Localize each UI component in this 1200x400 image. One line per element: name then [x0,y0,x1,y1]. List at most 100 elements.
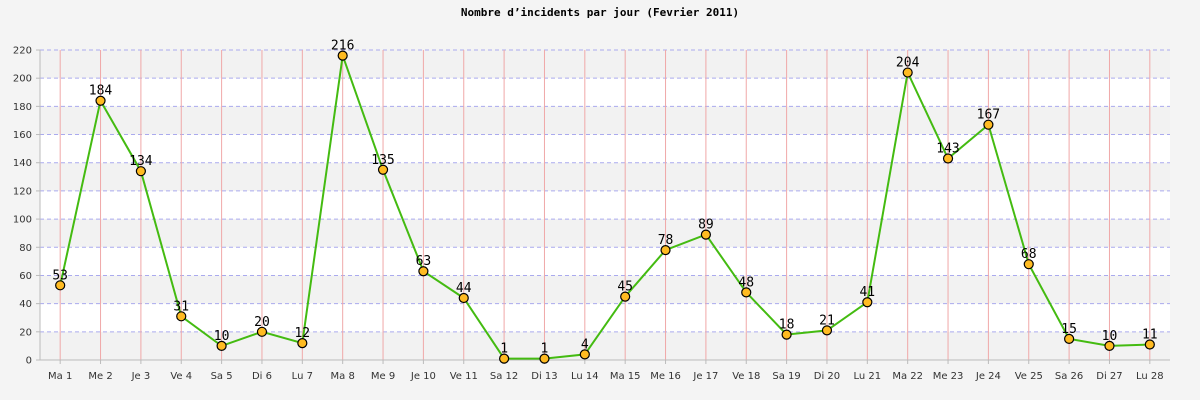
x-tick-label: Ve 18 [732,371,760,382]
x-tick-label: Sa 26 [1055,371,1083,382]
x-tick-label: Ma 8 [331,371,355,382]
y-tick-label: 200 [13,74,32,85]
x-tick-label: Me 23 [933,371,964,382]
data-label: 135 [371,153,394,168]
x-tick-label: Je 10 [410,371,436,382]
data-point [579,349,590,360]
y-tick-label: 140 [13,158,32,169]
data-label: 10 [1102,329,1118,344]
x-tick-label: Lu 21 [854,371,882,382]
data-label: 78 [658,233,674,248]
y-tick-label: 220 [13,46,32,57]
data-point [983,119,994,130]
x-tick-label: Lu 7 [292,371,313,382]
x-tick-label: Je 24 [975,371,1001,382]
data-label: 15 [1061,322,1077,337]
x-tick-label: Me 9 [371,371,395,382]
x-tick-label: Di 20 [814,371,840,382]
x-tick-label: Me 16 [650,371,681,382]
data-label: 63 [416,254,432,269]
chart-title: Nombre d’incidents par jour (Fevrier 201… [460,6,740,19]
data-label: 4 [581,337,589,352]
data-point [297,337,308,349]
data-label: 45 [617,280,633,295]
plot-band [40,275,1170,304]
data-point [902,67,913,78]
data-point [176,311,187,322]
plot-band [40,331,1170,360]
plot-band [40,106,1170,135]
data-point [337,50,348,61]
data-point [741,287,752,298]
data-label: 48 [738,275,754,290]
x-tick-label: Ve 11 [450,371,478,382]
y-tick-label: 0 [26,356,32,367]
data-label: 18 [779,318,795,333]
x-tick-label: Je 3 [131,371,151,382]
x-tick-label: Sa 5 [211,371,233,382]
plot-area [40,50,1170,360]
x-tick-label: Di 13 [531,371,557,382]
data-point [660,244,671,256]
data-label: 11 [1142,328,1158,343]
y-tick-label: 120 [13,186,32,197]
data-label: 68 [1021,247,1037,262]
data-point [377,164,389,175]
plot-band [40,219,1170,248]
y-tick-label: 100 [13,215,32,226]
data-label: 31 [173,299,189,314]
x-tick-label: Sa 19 [772,371,800,382]
data-label: 41 [859,285,875,300]
data-point [499,353,510,364]
data-point [942,153,954,164]
x-tick-label: Sa 12 [490,371,518,382]
data-label: 134 [129,154,153,169]
plot-band [40,50,1170,79]
data-point [1023,259,1034,270]
data-label: 204 [896,56,920,71]
x-tick-label: Ve 25 [1015,371,1043,382]
series-line [59,55,1150,360]
plot-band [40,162,1170,191]
data-label: 1 [541,342,549,357]
data-label: 21 [819,313,835,328]
data-point [1144,339,1155,350]
x-tick-label: Lu 28 [1136,371,1164,382]
y-tick-label: 180 [13,102,32,113]
data-label: 20 [254,315,270,330]
data-point [821,325,833,336]
x-tick-label: Di 27 [1096,371,1122,382]
x-tick-label: Ma 15 [610,371,641,382]
data-label: 216 [331,39,354,54]
data-point [95,95,106,106]
y-tick-label: 20 [19,327,32,338]
data-label: 44 [456,281,472,296]
data-label: 167 [977,108,1000,123]
data-point [135,166,146,177]
data-point [862,297,873,308]
data-point [781,329,792,340]
data-label: 184 [89,84,113,99]
data-label: 10 [214,329,230,344]
data-label: 1 [500,342,508,357]
data-point [256,326,268,337]
data-point [55,280,66,291]
x-tick-label: Ma 22 [892,371,923,382]
data-label: 12 [294,326,310,341]
y-tick-label: 40 [19,299,32,310]
x-tick-label: Ve 4 [170,371,192,382]
x-tick-label: Lu 14 [571,371,599,382]
y-tick-label: 60 [19,271,32,282]
data-point [458,292,469,304]
data-point [1064,333,1075,344]
y-tick-label: 160 [13,130,32,141]
data-point [539,353,550,364]
x-tick-label: Ma 1 [48,371,72,382]
data-label: 53 [52,268,68,283]
data-point [216,340,227,352]
data-point [1104,340,1115,352]
y-tick-label: 80 [19,243,32,254]
x-tick-label: Me 2 [88,371,112,382]
data-point [418,266,429,277]
